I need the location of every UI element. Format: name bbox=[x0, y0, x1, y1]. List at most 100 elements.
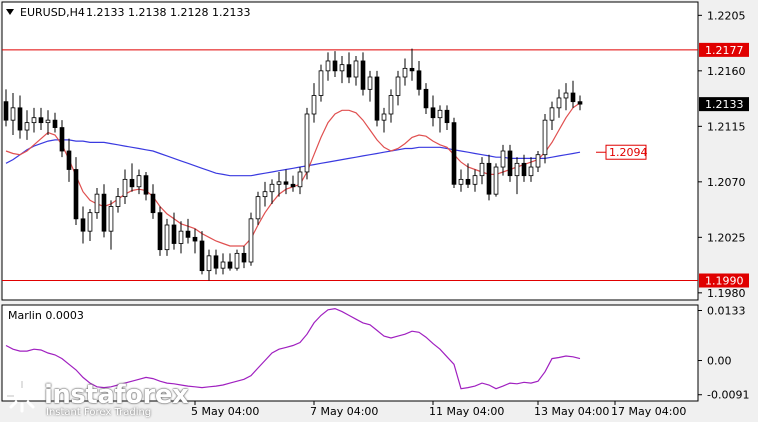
candle-body-bear bbox=[185, 230, 191, 238]
candle-body-bull bbox=[395, 76, 401, 96]
candle-body-bull bbox=[262, 191, 268, 198]
candle bbox=[73, 157, 79, 225]
candle bbox=[157, 206, 163, 256]
candle-body-bear bbox=[73, 169, 79, 220]
candle bbox=[318, 64, 324, 102]
price-tick-label: 1.2205 bbox=[707, 9, 746, 22]
candle bbox=[31, 107, 37, 133]
candle bbox=[66, 138, 72, 182]
candle-body-bear bbox=[423, 88, 429, 109]
candle-body-bull bbox=[479, 162, 485, 177]
candle-body-bull bbox=[500, 150, 506, 168]
level-label-box bbox=[699, 273, 749, 288]
candle bbox=[101, 184, 107, 238]
candle-body-bull bbox=[24, 122, 30, 131]
main-pane[interactable] bbox=[1, 1, 699, 301]
candle bbox=[38, 107, 44, 131]
candle bbox=[570, 80, 576, 108]
candle bbox=[171, 212, 177, 250]
candle-body-bear bbox=[80, 218, 86, 232]
candle-body-bull bbox=[234, 252, 240, 269]
candle bbox=[290, 175, 296, 192]
candle bbox=[262, 181, 268, 207]
candle-body-bear bbox=[38, 117, 44, 124]
instaforex-logo-icon bbox=[5, 379, 39, 413]
candle-body-bear bbox=[465, 178, 471, 185]
price-tick-label: 1.2115 bbox=[707, 120, 746, 133]
candle bbox=[444, 105, 450, 131]
candle bbox=[227, 253, 233, 271]
candle-body-bear bbox=[283, 181, 289, 185]
indicator-tick-label: -0.0091 bbox=[707, 389, 749, 402]
candle-body-bear bbox=[241, 252, 247, 263]
candle-body-bull bbox=[31, 117, 37, 124]
candle bbox=[437, 105, 443, 133]
candle bbox=[346, 52, 352, 84]
price-labels: 1.2177 1.1990 1.2094 1.2133 bbox=[596, 42, 749, 288]
candle bbox=[395, 70, 401, 106]
candle-body-bull bbox=[269, 183, 275, 193]
candle-body-bull bbox=[367, 76, 373, 90]
candle-body-bull bbox=[556, 97, 562, 109]
candle-body-bull bbox=[535, 154, 541, 168]
candle bbox=[150, 184, 156, 219]
candle bbox=[164, 218, 170, 256]
candle-body-bear bbox=[290, 183, 296, 188]
indicator-title: Marlin 0.0003 bbox=[8, 309, 84, 322]
candle bbox=[213, 249, 219, 275]
candle-body-bull bbox=[178, 230, 184, 244]
indicator-tick-label: 0.0133 bbox=[707, 305, 746, 318]
candle-body-bear bbox=[416, 70, 422, 90]
candle-body-bull bbox=[325, 60, 331, 72]
candle bbox=[178, 221, 184, 254]
candle-body-bear bbox=[444, 109, 450, 124]
candle bbox=[388, 89, 394, 123]
candle bbox=[402, 58, 408, 86]
candle-body-bull bbox=[381, 113, 387, 121]
candle bbox=[367, 70, 373, 102]
ma-slow bbox=[5, 139, 581, 177]
candle bbox=[353, 56, 359, 86]
candle bbox=[136, 169, 142, 195]
candle bbox=[269, 179, 275, 205]
candle-body-bear bbox=[409, 67, 415, 72]
candle bbox=[374, 70, 380, 127]
time-tick-label: 7 May 04:00 bbox=[310, 405, 378, 418]
candle bbox=[521, 154, 527, 182]
candle-body-bull bbox=[311, 95, 317, 115]
time-tick-label: 17 May 04:00 bbox=[611, 405, 686, 418]
price-tick-label: 1.1980 bbox=[707, 287, 746, 300]
candle bbox=[325, 52, 331, 81]
candle-body-bear bbox=[451, 122, 457, 185]
candles bbox=[3, 48, 583, 281]
candle-body-bear bbox=[577, 101, 583, 105]
marker-label-box[interactable] bbox=[605, 144, 647, 160]
candle bbox=[479, 157, 485, 185]
candle-body-bear bbox=[129, 178, 135, 188]
candle bbox=[528, 157, 534, 182]
candle-body-bull bbox=[388, 95, 394, 115]
candle-body-bear bbox=[66, 150, 72, 170]
level-label: 1.2177 bbox=[705, 44, 744, 57]
candle-body-bear bbox=[227, 261, 233, 269]
candle bbox=[185, 218, 191, 244]
price-axis: 1.2205 1.2160 1.2115 1.2070 1.2025 1.1980 0.01… bbox=[698, 9, 749, 402]
candle-body-bear bbox=[374, 76, 380, 121]
candle bbox=[472, 169, 478, 192]
candle bbox=[339, 56, 345, 84]
candle bbox=[465, 163, 471, 188]
candle bbox=[381, 107, 387, 133]
candle bbox=[535, 151, 541, 172]
candle-body-bear bbox=[521, 162, 527, 177]
candle-body-bull bbox=[115, 196, 121, 207]
candle-body-bear bbox=[59, 127, 65, 152]
candle bbox=[115, 188, 121, 213]
candle-body-bull bbox=[255, 196, 261, 220]
marker-label: 1.2094 bbox=[609, 146, 648, 159]
candle-body-bull bbox=[542, 119, 548, 156]
candle bbox=[234, 249, 240, 271]
candle bbox=[332, 51, 338, 77]
candle bbox=[311, 83, 317, 123]
